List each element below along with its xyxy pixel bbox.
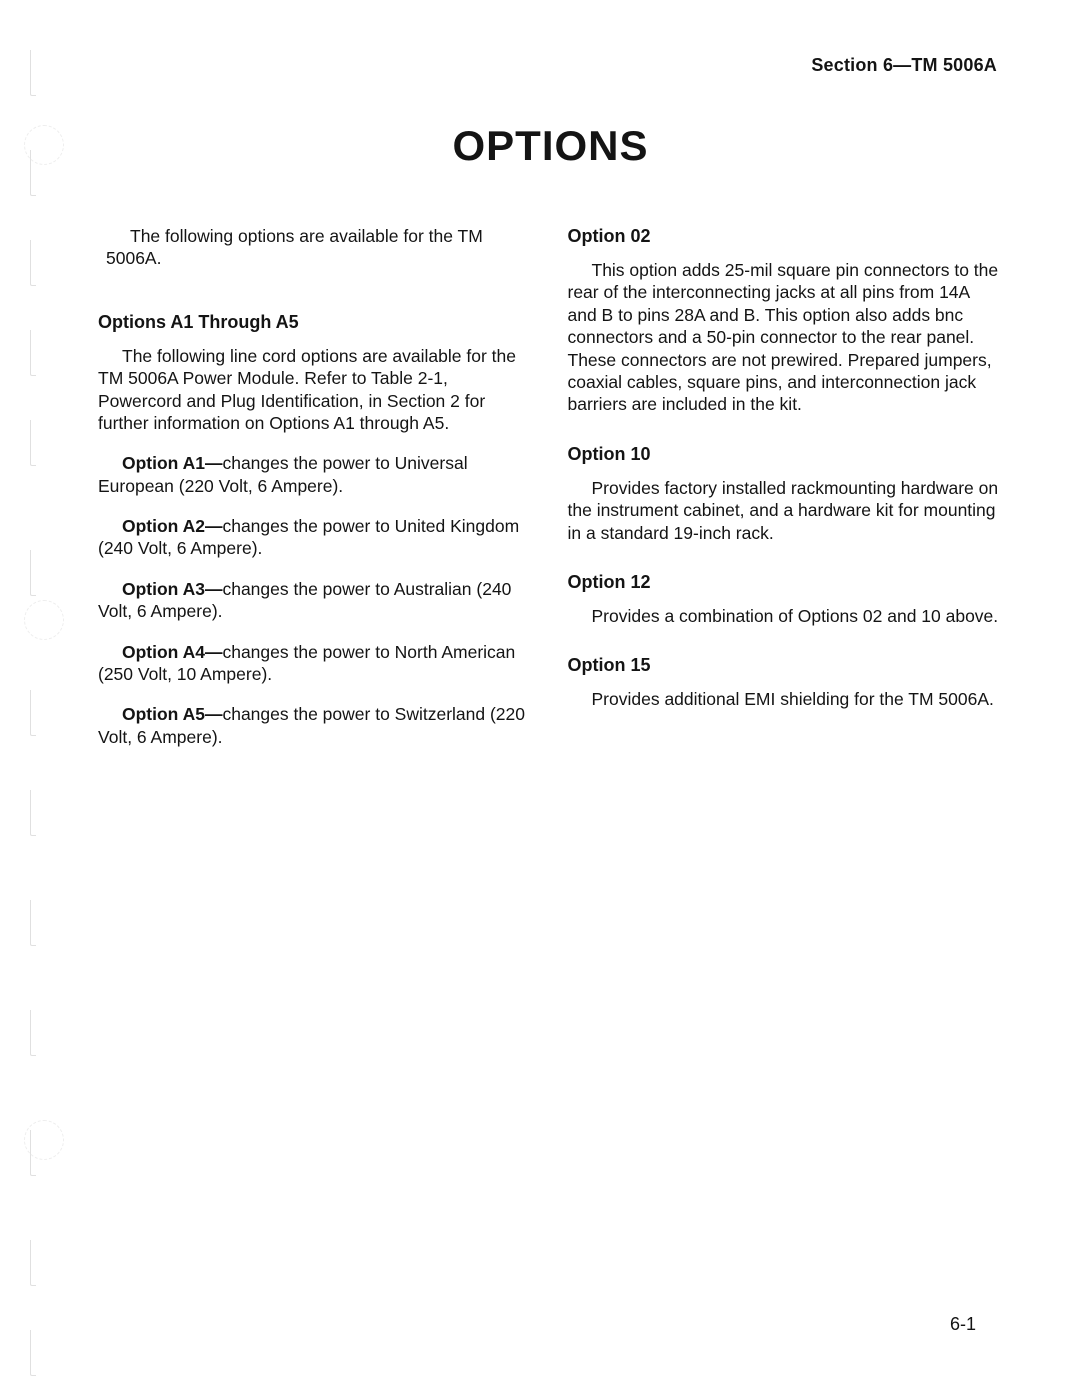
option-label: Option A3— (122, 579, 222, 599)
option-a5: Option A5—changes the power to Switzerla… (98, 703, 534, 748)
two-column-layout: The following options are available for … (98, 226, 1003, 766)
option-15-heading: Option 15 (568, 655, 1004, 676)
option-label: Option A4— (122, 642, 222, 662)
scan-edge-artifacts (24, 30, 46, 1367)
page-body: Section 6—TM 5006A OPTIONS The following… (98, 55, 1003, 766)
option-02-heading: Option 02 (568, 226, 1004, 247)
option-label: Option A1— (122, 453, 222, 473)
page-title: OPTIONS (98, 122, 1003, 170)
option-a3: Option A3—changes the power to Australia… (98, 578, 534, 623)
left-column: The following options are available for … (98, 226, 534, 766)
option-10-text: Provides factory installed rackmounting … (568, 477, 1004, 544)
option-a4: Option A4—changes the power to North Ame… (98, 641, 534, 686)
option-a1: Option A1—changes the power to Universal… (98, 452, 534, 497)
right-column: Option 02 This option adds 25-mil square… (568, 226, 1004, 766)
left-lead-paragraph: The following line cord options are avai… (98, 345, 534, 435)
section-header: Section 6—TM 5006A (98, 55, 1003, 76)
option-15-text: Provides additional EMI shielding for th… (568, 688, 1004, 710)
option-10-heading: Option 10 (568, 444, 1004, 465)
option-a2: Option A2—changes the power to United Ki… (98, 515, 534, 560)
option-label: Option A2— (122, 516, 222, 536)
left-heading: Options A1 Through A5 (98, 312, 534, 333)
option-12-text: Provides a combination of Options 02 and… (568, 605, 1004, 627)
option-label: Option A5— (122, 704, 222, 724)
option-02-text: This option adds 25-mil square pin conne… (568, 259, 1004, 416)
intro-text: The following options are available for … (106, 226, 534, 270)
page-number: 6-1 (950, 1314, 976, 1335)
option-12-heading: Option 12 (568, 572, 1004, 593)
